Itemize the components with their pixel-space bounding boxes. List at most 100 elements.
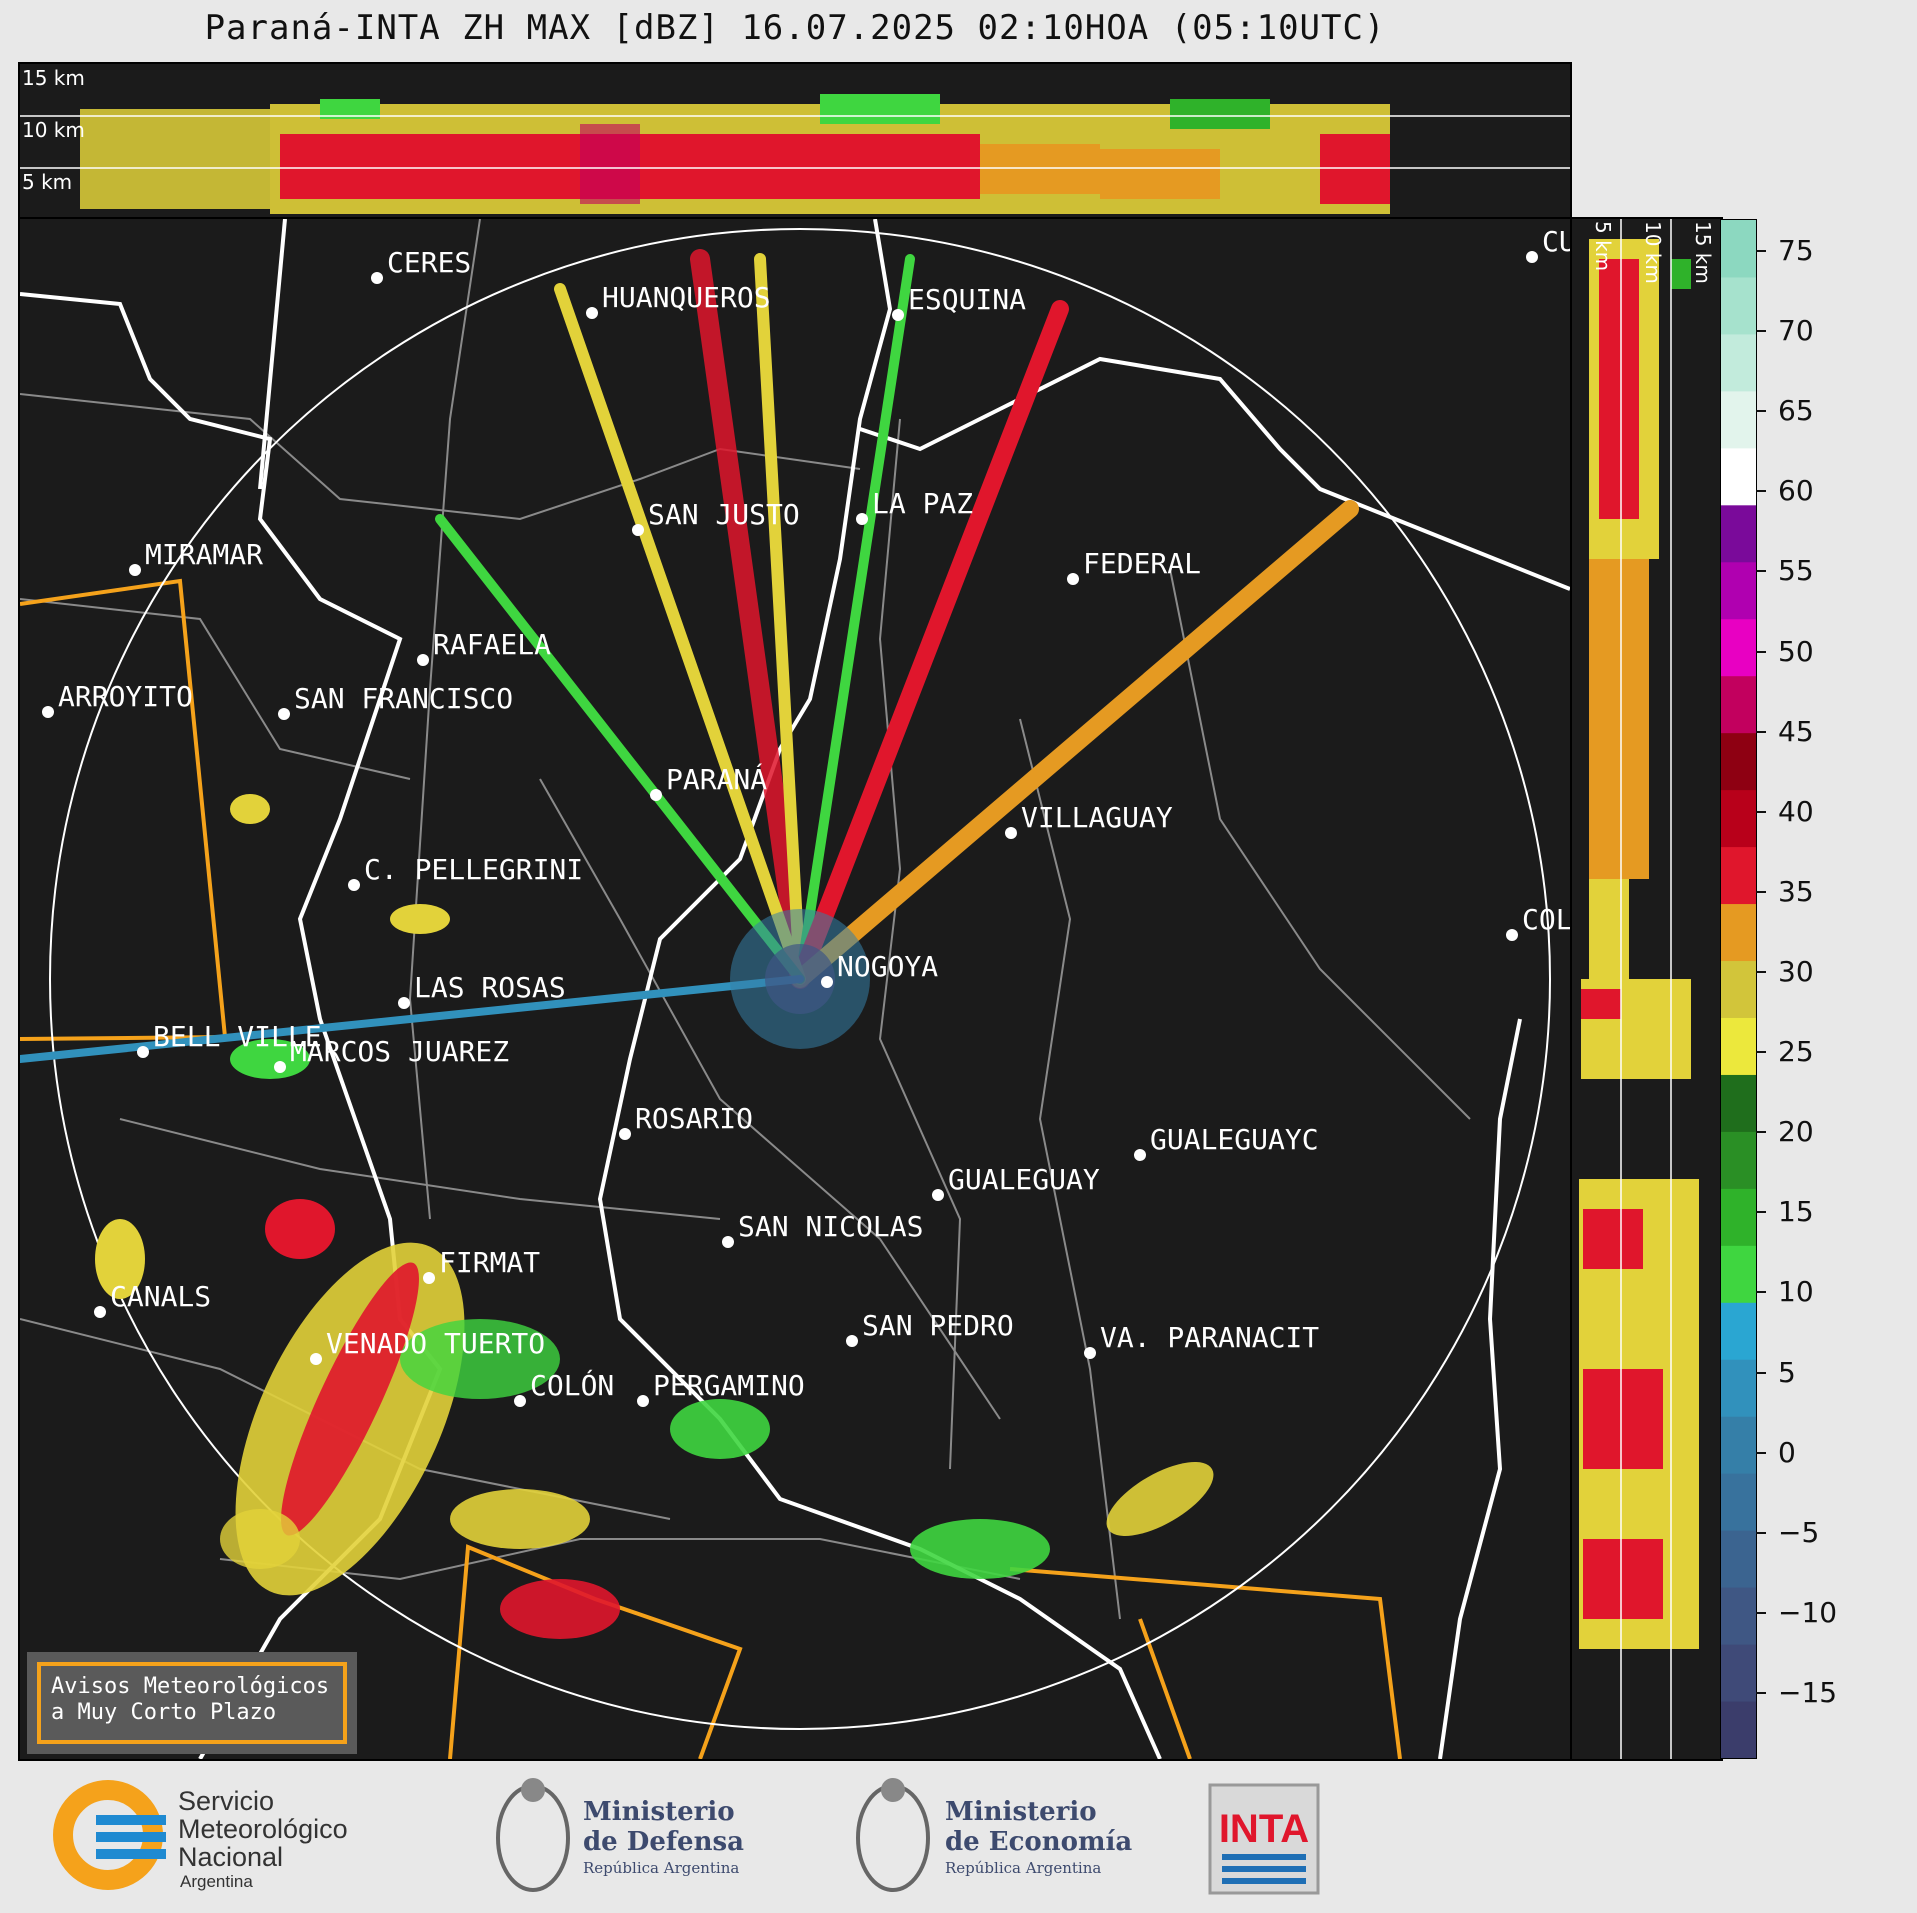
city-label: CU [1542,225,1570,258]
colorbar-segment [1721,504,1756,563]
city-dot [1084,1347,1096,1359]
colorbar-tick-label: 50 [1778,634,1814,668]
city-label: PARANÁ [666,762,767,796]
colorbar-tick-label: 60 [1778,474,1814,508]
colorbar-tick [1756,810,1766,813]
colorbar-tick [1756,570,1766,573]
city-label: CANALS [110,1280,211,1313]
colorbar-tick-label: 70 [1778,314,1814,348]
colorbar-tick-label: 35 [1778,874,1814,908]
economia-logo-line-1: Ministerio [945,1797,1097,1827]
radar-map[interactable]: CERES HUANQUEROS ESQUINA CU SAN JUSTO LA PAZ F… [18,217,1572,1761]
city-dot [856,513,868,525]
colorbar-tick-label: 75 [1778,234,1814,268]
height-label-5km: 5 km [1591,221,1615,272]
city-dot [417,654,429,666]
range-ring [49,228,1551,1730]
colorbar-segment [1721,732,1756,791]
footer-logos: Servicio Meteorológico Nacional Argentin… [0,1760,1917,1909]
colorbar-tick-label: −15 [1778,1675,1838,1709]
colorbar-segment [1721,1587,1756,1645]
city-label: ROSARIO [635,1102,753,1135]
city-label: FIRMAT [439,1246,540,1279]
colorbar-tick [1756,1371,1766,1374]
inta-logo-text: INTA [1219,1807,1309,1851]
colorbar-segment [1721,846,1756,905]
smn-logo-line-3: Nacional [178,1842,283,1872]
colorbar-tick-label: −10 [1778,1595,1838,1629]
city-dot [1506,929,1518,941]
colorbar-segment [1721,1701,1756,1758]
city-dot [1134,1149,1146,1161]
city-label: MARCOS JUAREZ [290,1035,509,1068]
city-markers: CERES HUANQUEROS ESQUINA CU SAN JUSTO LA PAZ F… [42,225,1570,1407]
colorbar-segment [1721,1473,1756,1531]
city-label: MIRAMAR [145,538,263,571]
colorbar-tick [1756,1691,1766,1694]
colorbar-segment [1721,903,1756,962]
city-dot [371,272,383,284]
city-dot [1067,573,1079,585]
city-dot [821,976,833,988]
city-label: ARROYITO [58,680,193,713]
colorbar-segment [1721,333,1756,392]
colorbar-tick [1756,1211,1766,1214]
colorbar-segment [1721,1245,1756,1303]
smn-logo-line-1: Servicio [178,1786,274,1816]
radar-echoes [20,249,1359,1063]
city-label: BELL VILLE [153,1020,322,1053]
colorbar-tick-label: 10 [1778,1275,1814,1309]
side-height-profile: 5 km 10 km 15 km [1569,217,1723,1761]
city-label: VENADO TUERTO [326,1327,545,1360]
defensa-logo: Ministerio de Defensa República Argentin… [496,1778,744,1892]
city-label: C. PELLEGRINI [364,853,583,886]
city-dot [398,997,410,1009]
city-dot [310,1353,322,1365]
city-dot [586,307,598,319]
city-label: COLÓ [1522,902,1570,936]
city-dot [650,789,662,801]
colorbar-tick-label: 0 [1778,1435,1796,1469]
colorbar-segment [1721,1074,1756,1132]
warning-legend-box: Avisos Meteorológicos a Muy Corto Plazo [27,1652,357,1754]
economia-logo: Ministerio de Economía República Argenti… [856,1778,1132,1892]
height-label-10km: 10 km [1641,221,1665,284]
dbz-colorbar [1720,219,1757,1759]
height-label-10km: 10 km [22,118,85,142]
colorbar-tick [1756,1451,1766,1454]
city-label: VILLAGUAY [1021,801,1173,834]
smn-logo-line-2: Meteorológico [178,1814,348,1844]
radar-map-canvas: CERES HUANQUEROS ESQUINA CU SAN JUSTO LA PAZ F… [20,219,1570,1759]
city-label: LA PAZ [872,487,973,520]
city-dot [278,708,290,720]
colorbar-tick-label: 40 [1778,794,1814,828]
top-profile-plot [20,94,1570,214]
warning-polygons [20,578,1402,1759]
colorbar-segment [1721,1131,1756,1189]
city-dot [932,1189,944,1201]
city-label: COLÓN [530,1368,614,1402]
colorbar-tick [1756,1051,1766,1054]
height-label-15km: 15 km [1691,221,1715,284]
colorbar-segment [1721,447,1756,506]
city-label: ESQUINA [908,283,1026,316]
defensa-logo-sub: República Argentina [583,1859,739,1877]
colorbar-segment [1721,618,1756,677]
defensa-logo-line-1: Ministerio [583,1797,735,1827]
colorbar-tick [1756,330,1766,333]
colorbar-tick-label: 15 [1778,1195,1814,1229]
city-dot [129,564,141,576]
warning-legend-text: Avisos Meteorológicos a Muy Corto Plazo [37,1662,347,1744]
colorbar-tick-label: 25 [1778,1035,1814,1069]
city-dot [1526,251,1538,263]
colorbar-tick-label: 55 [1778,554,1814,588]
city-dot [137,1046,149,1058]
colorbar-segment [1721,390,1756,449]
colorbar-segment [1721,1188,1756,1246]
colorbar-tick [1756,1291,1766,1294]
colorbar-segment [1721,1416,1756,1474]
city-label: RAFAELA [433,628,551,661]
city-label: LAS ROSAS [414,971,566,1004]
colorbar-segment [1721,1530,1756,1588]
city-dot [892,309,904,321]
